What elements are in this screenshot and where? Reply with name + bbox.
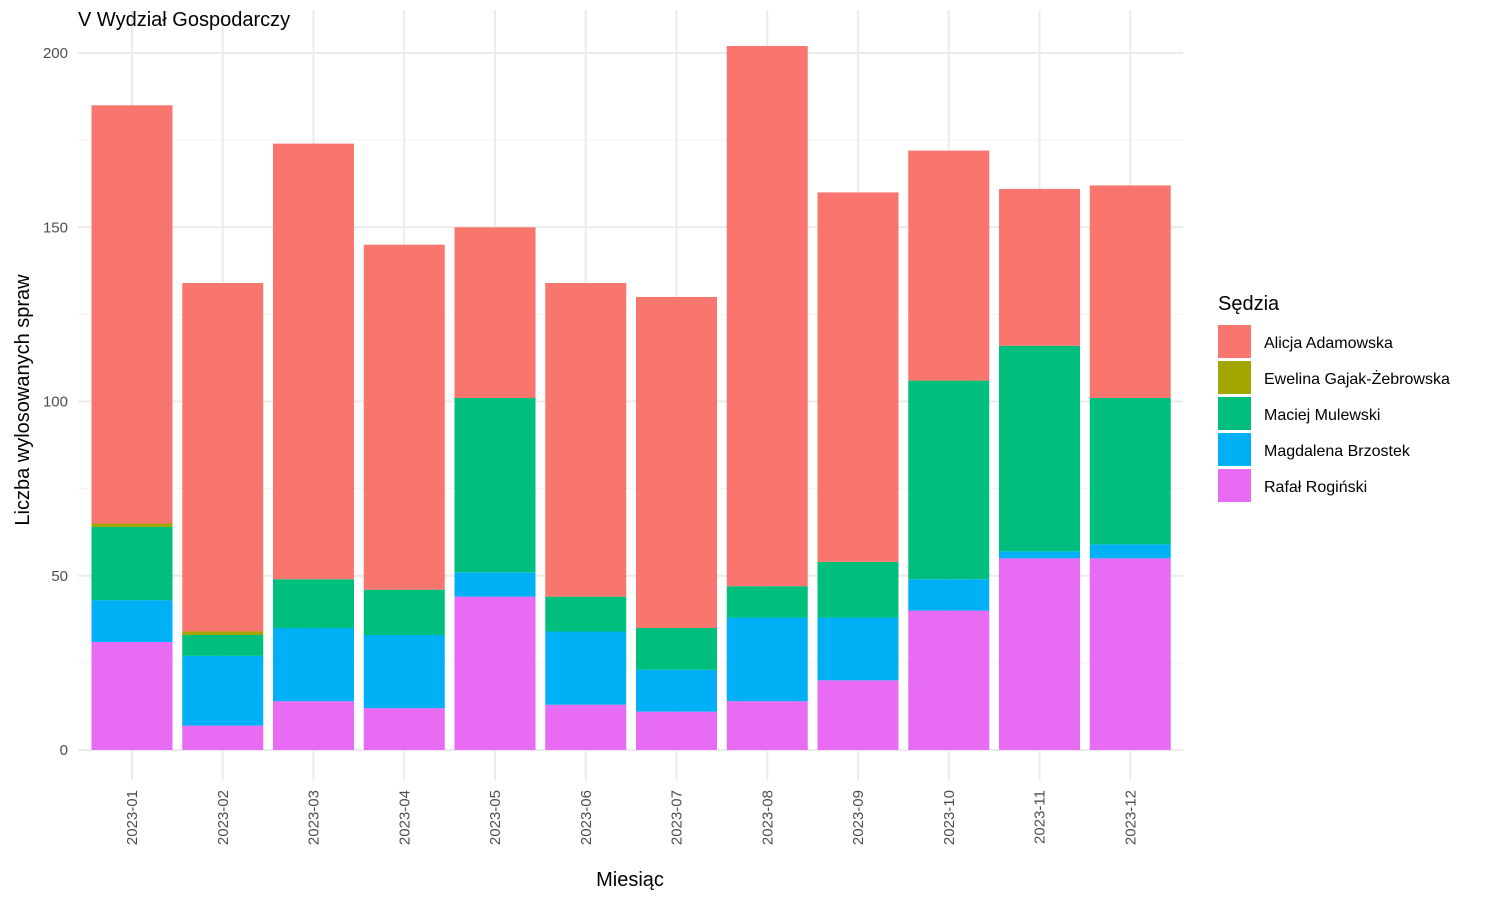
bar-segment bbox=[1089, 558, 1171, 750]
bar-segment bbox=[636, 296, 717, 629]
bar-segment bbox=[91, 600, 173, 642]
bar-segment bbox=[636, 711, 717, 750]
legend-label: Maciej Mulewski bbox=[1264, 407, 1380, 424]
bar-segment bbox=[363, 244, 445, 590]
y-axis-title: Liczba wylosowanych spraw bbox=[12, 274, 34, 526]
legend: Sędzia Alicja Adamowska Ewelina Gajak-Żeb… bbox=[1218, 293, 1450, 502]
bar-segment bbox=[182, 725, 264, 750]
bar-segment bbox=[182, 655, 264, 726]
bar-segment bbox=[817, 561, 899, 618]
bar-segment bbox=[636, 628, 717, 670]
bar-segment bbox=[273, 143, 354, 580]
bar-segment bbox=[817, 617, 899, 681]
bar-segment bbox=[726, 586, 808, 618]
x-tick-label: 2023-12 bbox=[1122, 790, 1139, 845]
bar-segment bbox=[999, 551, 1080, 559]
x-tick-label: 2023-11 bbox=[1032, 790, 1049, 844]
bar-segment bbox=[636, 669, 717, 712]
bar-segment bbox=[908, 579, 990, 611]
legend-key bbox=[1218, 325, 1251, 358]
bar-segment bbox=[908, 610, 990, 750]
y-tick-label: 0 bbox=[60, 742, 68, 759]
bar-segment bbox=[91, 523, 173, 527]
x-tick-label: 2023-07 bbox=[669, 790, 686, 845]
y-tick-label: 200 bbox=[43, 45, 68, 62]
x-tick-label: 2023-08 bbox=[759, 790, 776, 845]
x-axis-title: Miesiąc bbox=[596, 869, 664, 891]
legend-title: Sędzia bbox=[1218, 293, 1280, 315]
bar-segment bbox=[999, 345, 1080, 552]
x-tick-label: 2023-10 bbox=[941, 790, 958, 845]
bar-segment bbox=[908, 380, 990, 580]
legend-label: Magdalena Brzostek bbox=[1264, 443, 1411, 460]
bar-segment bbox=[182, 634, 264, 656]
x-tick-label: 2023-06 bbox=[578, 790, 595, 845]
bar-segment bbox=[1089, 185, 1171, 399]
bar-segment bbox=[1089, 544, 1171, 559]
bar-segment bbox=[545, 631, 627, 705]
bar-segment bbox=[454, 227, 536, 399]
x-tick-label: 2023-01 bbox=[124, 790, 141, 845]
legend-key bbox=[1218, 397, 1251, 430]
bar-segment bbox=[91, 105, 173, 524]
bar-segment bbox=[273, 701, 354, 750]
legend-key bbox=[1218, 433, 1251, 466]
bar-segment bbox=[454, 572, 536, 597]
y-tick-label: 100 bbox=[43, 394, 68, 411]
bar-segment bbox=[363, 634, 445, 709]
x-tick-labels: 2023-01 2023-02 2023-03 2023-04 2023-05 2023-… bbox=[124, 790, 1139, 845]
bar-segment bbox=[726, 46, 808, 587]
legend-label: Rafał Rogiński bbox=[1264, 479, 1367, 496]
bar-segment bbox=[273, 579, 354, 629]
bar-segment bbox=[545, 283, 627, 597]
bar-segment bbox=[999, 558, 1080, 750]
bar-segment bbox=[91, 526, 173, 601]
bar-segment bbox=[182, 631, 264, 635]
bar-segment bbox=[1089, 398, 1171, 545]
bar-segment bbox=[545, 704, 627, 750]
bar-segment bbox=[726, 617, 808, 702]
legend-label: Ewelina Gajak-Żebrowska bbox=[1264, 369, 1450, 388]
bar-segment bbox=[817, 192, 899, 562]
bar-segment bbox=[454, 398, 536, 573]
bar-segment bbox=[726, 701, 808, 750]
bar-segment bbox=[545, 596, 627, 632]
y-tick-label: 50 bbox=[51, 568, 68, 585]
legend-key bbox=[1218, 469, 1251, 502]
legend-key bbox=[1218, 361, 1251, 394]
bar-segment bbox=[363, 589, 445, 635]
bar-segment bbox=[999, 188, 1080, 346]
legend-label: Alicja Adamowska bbox=[1264, 335, 1393, 352]
bar-segment bbox=[908, 150, 990, 381]
x-tick-label: 2023-09 bbox=[850, 790, 867, 845]
plot-title: V Wydział Gospodarczy bbox=[78, 9, 290, 31]
bar-segment bbox=[817, 680, 899, 750]
x-tick-label: 2023-03 bbox=[306, 790, 323, 845]
bar-segment bbox=[91, 641, 173, 750]
bar-segment bbox=[182, 283, 264, 632]
y-tick-labels: 0 50 100 150 200 bbox=[43, 45, 68, 759]
x-tick-label: 2023-04 bbox=[396, 790, 413, 845]
x-tick-label: 2023-02 bbox=[215, 790, 232, 845]
bar-segment bbox=[273, 628, 354, 702]
bar-segment bbox=[363, 708, 445, 750]
y-tick-label: 150 bbox=[43, 219, 68, 236]
bar-segment bbox=[454, 596, 536, 750]
x-tick-label: 2023-05 bbox=[487, 790, 504, 845]
bars bbox=[91, 46, 1171, 750]
